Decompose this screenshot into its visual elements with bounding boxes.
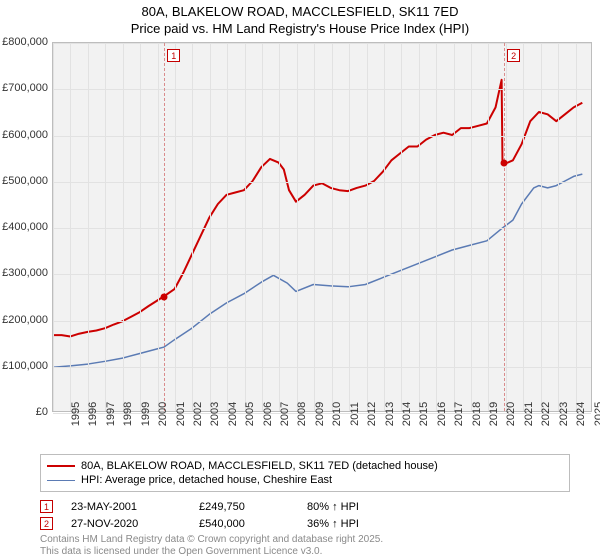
sale-annotations: 1 23-MAY-2001 £249,750 80% ↑ HPI 2 27-NO…	[40, 498, 359, 532]
sale-delta: 80% ↑ HPI	[307, 501, 359, 513]
sale-delta: 36% ↑ HPI	[307, 518, 359, 530]
sale-dot	[161, 294, 168, 301]
y-tick-label: £600,000	[0, 129, 48, 141]
gridline-v	[488, 43, 489, 411]
series-svg	[53, 43, 591, 411]
legend-item: 80A, BLAKELOW ROAD, MACCLESFIELD, SK11 7…	[47, 459, 563, 473]
gridline-v	[88, 43, 89, 411]
gridline-v	[70, 43, 71, 411]
gridline-v	[53, 43, 54, 411]
chart-container: 80A, BLAKELOW ROAD, MACCLESFIELD, SK11 7…	[0, 0, 600, 560]
gridline-v	[419, 43, 420, 411]
gridline-v	[401, 43, 402, 411]
footer-attribution: Contains HM Land Registry data © Crown c…	[40, 534, 383, 558]
y-tick-label: £200,000	[0, 314, 48, 326]
title-line2: Price paid vs. HM Land Registry's House …	[0, 21, 600, 38]
sale-vline	[504, 43, 505, 411]
gridline-v	[123, 43, 124, 411]
y-tick-label: £400,000	[0, 221, 48, 233]
gridline-h	[53, 367, 591, 368]
gridline-v	[192, 43, 193, 411]
sale-dot	[501, 160, 508, 167]
footer-line2: This data is licensed under the Open Gov…	[40, 546, 383, 558]
plot-area: 12	[52, 42, 592, 412]
sale-price: £540,000	[199, 518, 289, 530]
gridline-h	[53, 274, 591, 275]
gridline-v	[558, 43, 559, 411]
footer-line1: Contains HM Land Registry data © Crown c…	[40, 534, 383, 546]
gridline-v	[367, 43, 368, 411]
y-tick-label: £100,000	[0, 360, 48, 372]
gridline-v	[140, 43, 141, 411]
gridline-v	[175, 43, 176, 411]
x-tick-label: 2025	[575, 402, 600, 426]
gridline-v	[471, 43, 472, 411]
gridline-v	[384, 43, 385, 411]
gridline-v	[279, 43, 280, 411]
gridline-v	[314, 43, 315, 411]
gridline-h	[53, 89, 591, 90]
sale-vline	[164, 43, 165, 411]
gridline-h	[53, 321, 591, 322]
gridline-h	[53, 136, 591, 137]
gridline-v	[210, 43, 211, 411]
title-line1: 80A, BLAKELOW ROAD, MACCLESFIELD, SK11 7…	[0, 4, 600, 21]
y-tick-label: £300,000	[0, 267, 48, 279]
legend-label: 80A, BLAKELOW ROAD, MACCLESFIELD, SK11 7…	[81, 460, 438, 472]
sale-row: 2 27-NOV-2020 £540,000 36% ↑ HPI	[40, 515, 359, 532]
sale-date: 27-NOV-2020	[71, 518, 181, 530]
legend-item: HPI: Average price, detached house, Ches…	[47, 473, 563, 487]
gridline-v	[227, 43, 228, 411]
sale-price: £249,750	[199, 501, 289, 513]
gridline-v	[297, 43, 298, 411]
series-hpi	[53, 174, 582, 367]
gridline-v	[576, 43, 577, 411]
gridline-v	[541, 43, 542, 411]
gridline-v	[105, 43, 106, 411]
y-tick-label: £0	[0, 406, 48, 418]
y-tick-label: £800,000	[0, 36, 48, 48]
gridline-v	[506, 43, 507, 411]
sale-date: 23-MAY-2001	[71, 501, 181, 513]
gridline-v	[454, 43, 455, 411]
gridline-v	[332, 43, 333, 411]
series-price_paid	[53, 80, 582, 337]
sale-marker-icon: 1	[40, 500, 53, 513]
gridline-v	[436, 43, 437, 411]
legend-swatch	[47, 465, 75, 467]
y-tick-label: £500,000	[0, 175, 48, 187]
gridline-v	[523, 43, 524, 411]
gridline-v	[349, 43, 350, 411]
chart-title-block: 80A, BLAKELOW ROAD, MACCLESFIELD, SK11 7…	[0, 0, 600, 38]
gridline-h	[53, 182, 591, 183]
gridline-v	[262, 43, 263, 411]
gridline-v	[245, 43, 246, 411]
sale-marker-box: 2	[507, 49, 520, 62]
legend: 80A, BLAKELOW ROAD, MACCLESFIELD, SK11 7…	[40, 454, 570, 492]
sale-marker-icon: 2	[40, 517, 53, 530]
gridline-h	[53, 43, 591, 44]
sale-row: 1 23-MAY-2001 £249,750 80% ↑ HPI	[40, 498, 359, 515]
y-tick-label: £700,000	[0, 82, 48, 94]
sale-marker-box: 1	[167, 49, 180, 62]
gridline-h	[53, 228, 591, 229]
legend-label: HPI: Average price, detached house, Ches…	[81, 474, 332, 486]
gridline-v	[158, 43, 159, 411]
legend-swatch	[47, 480, 75, 481]
